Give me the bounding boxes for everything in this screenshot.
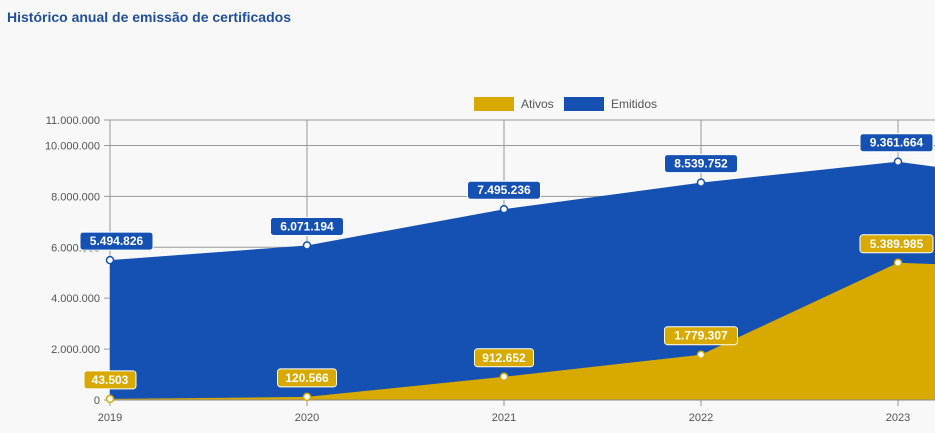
data-point-emitidos[interactable] (893, 157, 903, 166)
data-label: 5.494.826 (90, 234, 144, 248)
data-label-box (664, 326, 738, 346)
data-label-box (664, 154, 738, 174)
y-tick-label: 0 (94, 395, 100, 407)
legend-swatch-emitidos[interactable] (564, 97, 604, 111)
data-label: 7.495.236 (477, 183, 531, 197)
data-label: 6.071.194 (280, 219, 334, 233)
data-label: 912.652 (482, 351, 526, 365)
x-tick-label: 2020 (295, 412, 319, 424)
data-label-box (270, 216, 344, 236)
data-point-ativos[interactable] (499, 372, 509, 382)
data-label: 120.566 (285, 371, 329, 385)
x-tick-label: 2023 (886, 412, 910, 424)
data-label: 9.361.664 (870, 136, 924, 150)
data-label-box (277, 368, 337, 388)
data-label-box (859, 133, 934, 153)
x-tick-label: 2022 (689, 412, 713, 424)
data-label-box (859, 234, 934, 254)
data-label: 8.539.752 (674, 157, 728, 171)
legend-label-emitidos: Emitidos (611, 97, 657, 111)
x-tick-label: 2019 (98, 412, 122, 424)
chart-title: Histórico anual de emissão de certificad… (7, 9, 291, 25)
data-label-box (79, 231, 154, 251)
data-label-box (474, 348, 534, 368)
data-point-emitidos[interactable] (499, 204, 509, 214)
area-ativos (110, 262, 935, 400)
data-point-ativos[interactable] (696, 350, 706, 359)
data-point-ativos[interactable] (893, 258, 903, 268)
data-label: 1.779.307 (674, 329, 728, 343)
y-tick-label: 11.000.000 (46, 115, 100, 127)
data-point-ativos[interactable] (302, 392, 312, 402)
data-point-emitidos[interactable] (302, 241, 312, 250)
data-label-box (467, 180, 541, 200)
x-tick-label: 2021 (492, 412, 516, 424)
data-label-box (83, 370, 137, 390)
y-tick-label: 8.000.000 (51, 191, 100, 203)
data-point-ativos[interactable] (105, 394, 115, 404)
data-label: 5.389.985 (870, 237, 924, 251)
data-point-emitidos[interactable] (105, 255, 115, 265)
y-tick-label: 10.000.000 (45, 140, 100, 152)
y-tick-label: 4.000.000 (51, 293, 100, 305)
y-tick-label: 2.000.000 (51, 344, 100, 356)
legend-swatch-ativos[interactable] (474, 97, 514, 111)
data-label: 43.503 (92, 373, 129, 387)
data-point-emitidos[interactable] (696, 178, 706, 187)
legend-label-ativos: Ativos (521, 97, 554, 111)
